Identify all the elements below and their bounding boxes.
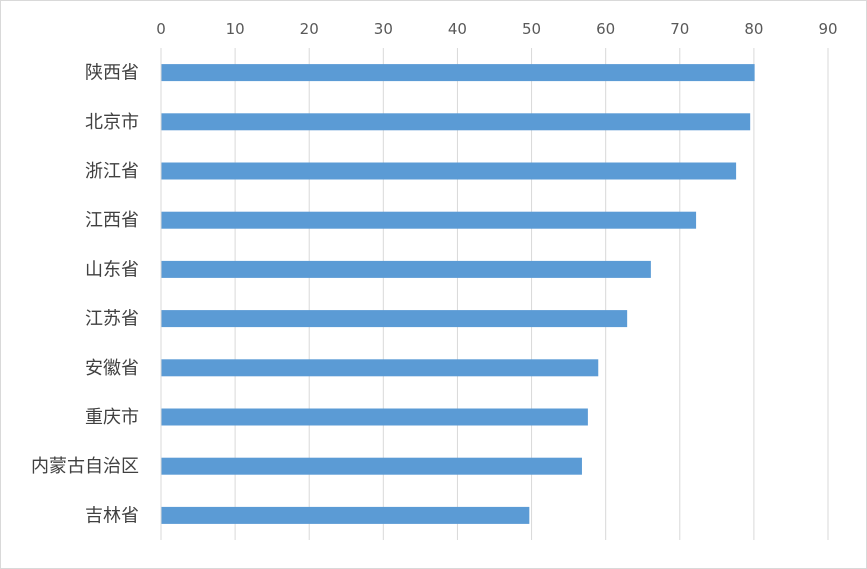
- category-label: 山东省: [85, 259, 139, 280]
- x-tick-label: 50: [522, 20, 541, 38]
- x-tick-label: 80: [744, 20, 763, 38]
- x-tick-label: 70: [670, 20, 689, 38]
- x-tick-label: 0: [156, 20, 166, 38]
- x-tick-label: 60: [596, 20, 615, 38]
- category-label: 内蒙古自治区: [31, 456, 139, 477]
- bar: [161, 310, 628, 328]
- x-tick-label: 40: [448, 20, 467, 38]
- category-label: 北京市: [85, 112, 139, 133]
- bar: [161, 260, 651, 278]
- x-axis-tick-labels: 0 10 20 30 40 50 60 70 80 90: [156, 20, 837, 38]
- category-label: 江苏省: [85, 309, 139, 330]
- x-tick-label: 30: [374, 20, 393, 38]
- bar: [161, 457, 582, 475]
- bar: [161, 408, 588, 426]
- category-label: 吉林省: [85, 505, 139, 526]
- bar: [161, 506, 530, 524]
- x-tick-label: 20: [300, 20, 319, 38]
- bar: [161, 162, 737, 180]
- category-label: 陕西省: [85, 63, 139, 84]
- bar: [161, 113, 751, 131]
- category-label: 江西省: [85, 210, 139, 231]
- category-label: 浙江省: [85, 161, 139, 182]
- bar: [161, 64, 755, 82]
- bar: [161, 359, 599, 377]
- category-label: 安徽省: [85, 358, 139, 379]
- x-tick-label: 10: [226, 20, 245, 38]
- bars: [161, 64, 755, 524]
- bar: [161, 211, 697, 229]
- category-label: 重庆市: [85, 407, 139, 428]
- x-tick-label: 90: [818, 20, 837, 38]
